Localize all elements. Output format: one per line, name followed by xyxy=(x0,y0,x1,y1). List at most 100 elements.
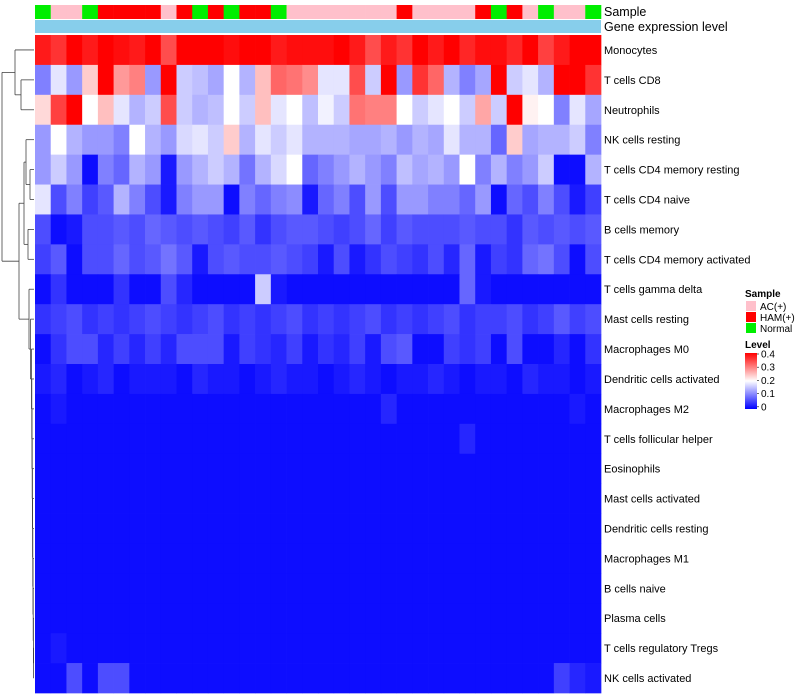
heatmap-cell xyxy=(255,423,272,455)
heatmap-cell xyxy=(302,423,319,455)
heatmap-cell xyxy=(302,663,319,694)
heatmap-cell xyxy=(207,633,225,664)
heatmap-cell xyxy=(160,364,177,395)
heatmap-cell xyxy=(145,573,162,604)
heatmap-cell xyxy=(223,184,240,215)
heatmap-cell xyxy=(239,603,256,634)
heatmap-cell xyxy=(333,244,350,275)
heatmap-cell xyxy=(443,543,460,574)
heatmap-cell xyxy=(396,633,413,664)
heatmap-cell xyxy=(145,154,162,185)
heatmap-cell xyxy=(113,304,130,335)
heatmap-cell xyxy=(176,304,193,335)
heatmap-cell xyxy=(553,274,570,305)
heatmap-cell xyxy=(490,304,508,335)
heatmap-cell xyxy=(286,603,303,634)
heatmap-cell xyxy=(538,154,555,185)
heatmap-cell xyxy=(82,513,99,544)
heatmap-cell xyxy=(160,543,177,574)
heatmap-cell xyxy=(35,214,52,245)
heatmap-cell xyxy=(145,304,162,335)
heatmap-cell xyxy=(192,603,209,634)
heatmap-cell xyxy=(380,244,397,275)
heatmap-cell xyxy=(412,453,429,484)
heatmap-cell xyxy=(318,393,335,425)
heatmap-cell xyxy=(490,633,508,664)
sample-cell xyxy=(66,5,83,19)
heatmap-cell xyxy=(255,483,272,514)
heatmap-cell xyxy=(145,274,162,305)
heatmap-cell xyxy=(506,633,523,664)
heatmap-cell xyxy=(35,603,52,634)
heatmap-cell xyxy=(396,64,413,96)
heatmap-cell xyxy=(333,274,350,305)
heatmap-cell xyxy=(160,214,177,245)
heatmap-cell xyxy=(553,304,570,335)
heatmap-cell xyxy=(223,334,240,365)
heatmap-cell xyxy=(286,244,303,275)
heatmap-cell xyxy=(538,35,555,66)
heatmap-cell xyxy=(113,35,130,66)
legend-level-title: Level xyxy=(745,340,771,351)
heatmap-cell xyxy=(239,64,256,96)
heatmap-cell xyxy=(475,573,492,604)
heatmap-cell xyxy=(113,513,130,544)
heatmap-cell xyxy=(365,633,382,664)
heatmap-cell xyxy=(333,423,350,455)
heatmap-cell xyxy=(569,304,586,335)
heatmap-cell xyxy=(50,573,67,604)
heatmap-cell xyxy=(270,304,287,335)
row-label: T cells gamma delta xyxy=(604,284,703,296)
heatmap-cell xyxy=(459,364,476,395)
heatmap-cell xyxy=(490,453,508,484)
heatmap-cell xyxy=(129,274,146,305)
heatmap-cell xyxy=(349,214,366,245)
heatmap-cell xyxy=(522,214,539,245)
heatmap-cell xyxy=(270,663,287,694)
heatmap-cell xyxy=(380,573,397,604)
heatmap-cells xyxy=(35,35,602,694)
heatmap-cell xyxy=(129,184,146,215)
heatmap-cell xyxy=(145,184,162,215)
heatmap-cell xyxy=(396,214,413,245)
heatmap-cell xyxy=(302,364,319,395)
heatmap-cell xyxy=(506,124,523,155)
heatmap-cell xyxy=(255,453,272,484)
sample-cell xyxy=(50,5,67,19)
heatmap-cell xyxy=(35,244,52,275)
heatmap-cell xyxy=(286,663,303,694)
heatmap-cell xyxy=(349,64,366,96)
heatmap-cell xyxy=(35,663,52,694)
heatmap-cell xyxy=(428,64,445,96)
row-label: Mast cells activated xyxy=(604,494,700,506)
heatmap-cell xyxy=(490,603,508,634)
heatmap-cell xyxy=(318,513,335,544)
heatmap-cell xyxy=(412,304,429,335)
heatmap-cell xyxy=(270,35,287,66)
heatmap-cell xyxy=(333,633,350,664)
heatmap-cell xyxy=(50,453,67,484)
heatmap-cell xyxy=(459,184,476,215)
heatmap-cell xyxy=(490,334,508,365)
heatmap-cell xyxy=(459,453,476,484)
heatmap-cell xyxy=(443,304,460,335)
heatmap-cell xyxy=(160,244,177,275)
heatmap-cell xyxy=(192,513,209,544)
heatmap-cell xyxy=(97,483,114,514)
heatmap-cell xyxy=(192,64,209,96)
heatmap-cell xyxy=(129,214,146,245)
heatmap-cell xyxy=(129,423,146,455)
heatmap-cell xyxy=(506,334,523,365)
heatmap-cell xyxy=(585,184,602,215)
heatmap-cell xyxy=(145,244,162,275)
heatmap-cell xyxy=(365,663,382,694)
heatmap-cell xyxy=(270,244,287,275)
sample-cell xyxy=(475,5,492,19)
heatmap-cell xyxy=(506,304,523,335)
heatmap-cell xyxy=(349,304,366,335)
heatmap-cell xyxy=(255,244,272,275)
heatmap-cell xyxy=(428,633,445,664)
heatmap-cell xyxy=(192,453,209,484)
heatmap-cell xyxy=(255,64,272,96)
heatmap-cell xyxy=(538,244,555,275)
